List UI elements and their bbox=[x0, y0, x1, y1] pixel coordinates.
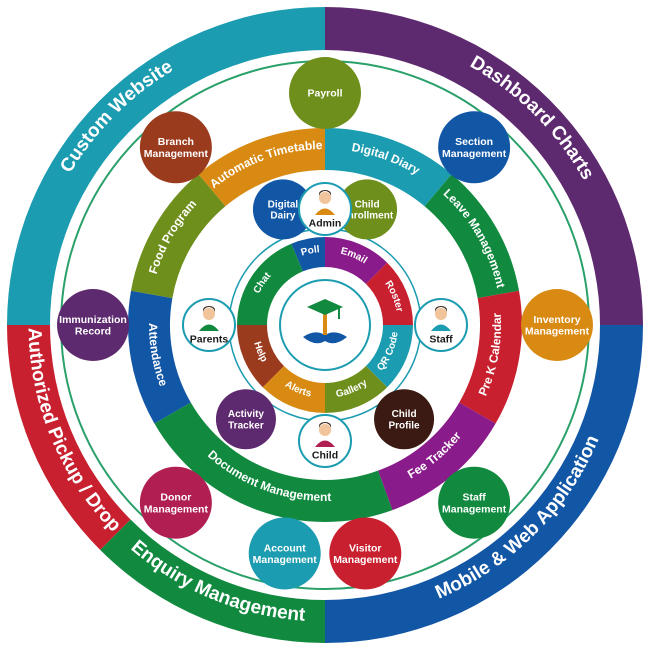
outer-feature-label: InventoryManagement bbox=[525, 314, 590, 338]
mid-feature-label: DigitalDairy bbox=[268, 199, 299, 221]
mid-feature-label: ChildProfile bbox=[389, 409, 421, 431]
mid-segment bbox=[131, 174, 225, 298]
mid-feature-label: ActivityTracker bbox=[228, 409, 265, 431]
feature-wheel-diagram: Custom WebsiteDashboard ChartsMobile & W… bbox=[0, 0, 650, 650]
role-label: Admin bbox=[309, 218, 342, 230]
role-label: Parents bbox=[190, 334, 229, 346]
outer-feature-label: Payroll bbox=[307, 88, 342, 100]
role-label: Staff bbox=[429, 334, 453, 346]
role-label: Child bbox=[312, 450, 338, 462]
